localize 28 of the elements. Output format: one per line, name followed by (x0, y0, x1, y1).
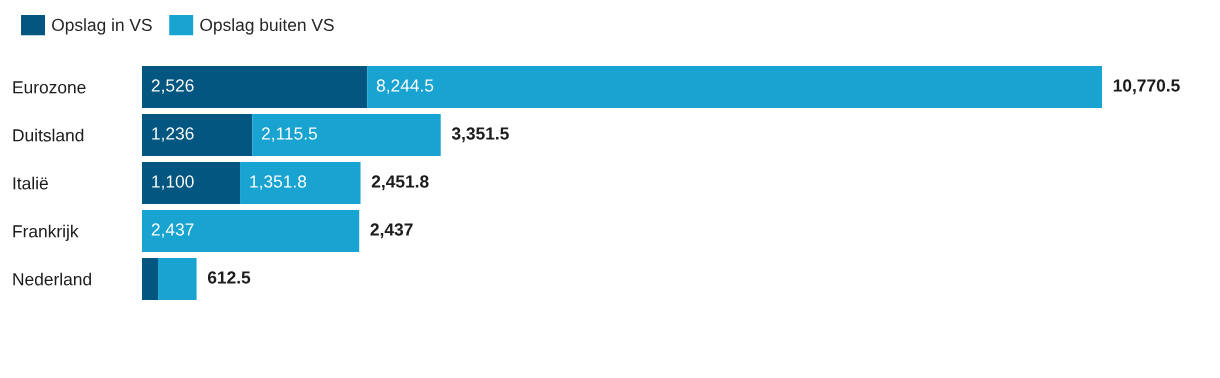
bar (142, 162, 241, 204)
y-tick-label: Nederland (13, 272, 91, 286)
data-label: 1,236 (152, 127, 194, 142)
legend-label: Opslag buiten VS (200, 18, 334, 35)
y-tick-label: Italië (13, 176, 48, 190)
total-label: 10,770.5 (1113, 79, 1180, 95)
y-tick-label: Duitsland (13, 128, 84, 142)
bar (142, 210, 360, 252)
bar (252, 114, 441, 156)
y-tick-label: Frankrijk (13, 224, 79, 241)
total-label: 612.5 (207, 271, 251, 284)
total-label: 2,437 (370, 223, 413, 239)
bar (367, 66, 1102, 108)
data-label: 8,244.5 (376, 79, 434, 94)
total-label: 3,351.5 (451, 127, 509, 143)
bar (240, 162, 361, 204)
bar (158, 258, 197, 300)
data-label: 1,100 (152, 175, 194, 190)
data-label: 2,115.5 (261, 127, 317, 142)
bar (142, 258, 159, 300)
legend-label: Opslag in VS (52, 18, 152, 35)
data-label: 2,437 (151, 223, 194, 238)
data-label: 1,351.8 (250, 175, 307, 190)
y-tick-label: Eurozone (13, 81, 86, 94)
bar (142, 66, 368, 108)
data-label: 2,526 (151, 79, 194, 94)
total-label: 2,451.8 (371, 175, 429, 191)
bar (142, 114, 253, 156)
